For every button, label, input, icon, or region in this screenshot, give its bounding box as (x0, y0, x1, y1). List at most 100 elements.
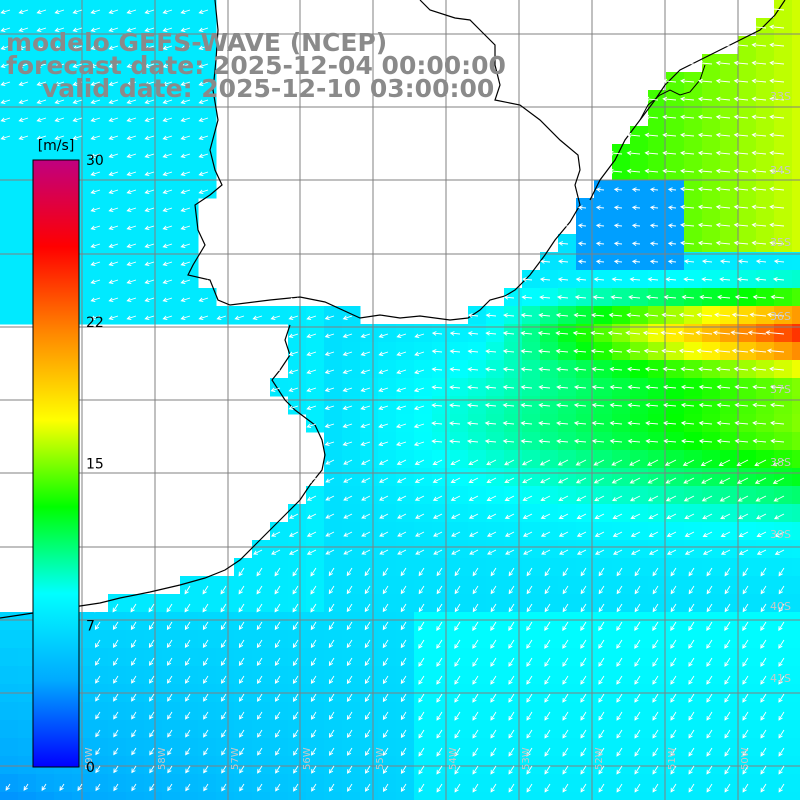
wind-arrow (126, 117, 137, 123)
wind-cell (522, 378, 541, 397)
wind-cell (666, 666, 685, 685)
wind-cell (648, 522, 667, 541)
wind-cell (0, 666, 19, 685)
wind-arrow (162, 315, 173, 321)
wind-cell (162, 738, 181, 757)
wind-cell (90, 270, 109, 289)
wind-arrow (454, 639, 461, 649)
wind-cell (414, 792, 433, 800)
wind-arrow (598, 765, 605, 775)
wind-cell (216, 612, 235, 631)
wind-arrow (239, 729, 245, 738)
wind-cell (144, 198, 163, 217)
wind-arrow (754, 459, 767, 467)
wind-cell (540, 360, 559, 379)
wind-cell (630, 288, 649, 307)
wind-arrow (593, 459, 605, 466)
wind-cell (648, 540, 667, 559)
wind-cell (288, 720, 307, 739)
wind-arrow (625, 330, 641, 336)
wind-cell (702, 540, 721, 559)
wind-arrow (630, 513, 641, 520)
wind-arrow (148, 657, 155, 666)
wind-arrow (413, 405, 425, 411)
wind-arrow (716, 384, 731, 390)
wind-arrow (184, 675, 191, 684)
wind-cell (0, 108, 19, 127)
wind-arrow (431, 367, 443, 372)
wind-arrow (167, 657, 173, 666)
wind-arrow (324, 423, 335, 428)
wind-cell (324, 792, 343, 800)
wind-arrow (756, 513, 767, 520)
wind-cell (756, 396, 775, 415)
wind-arrow (714, 312, 731, 318)
wind-cell (720, 108, 739, 127)
wind-arrow (346, 711, 353, 720)
wind-arrow (310, 675, 317, 684)
wind-cell (684, 648, 703, 667)
wind-arrow (508, 639, 515, 649)
wind-cell (126, 720, 145, 739)
wind-arrow (113, 765, 119, 774)
wind-arrow (645, 294, 659, 300)
wind-arrow (310, 657, 317, 667)
wind-arrow (688, 639, 695, 649)
longitude-label: 58W (157, 747, 168, 770)
wind-cell (792, 558, 800, 577)
longitude-label: 57W (230, 747, 241, 770)
wind-arrow (126, 243, 137, 249)
wind-arrow (90, 117, 101, 123)
wind-cell (684, 558, 703, 577)
wind-arrow (364, 603, 371, 613)
wind-arrow (400, 783, 407, 792)
wind-arrow (724, 765, 731, 775)
wind-arrow (220, 621, 227, 631)
wind-cell (324, 594, 343, 613)
wind-cell (738, 144, 757, 163)
wind-cell (720, 90, 739, 109)
wind-arrow (41, 783, 47, 791)
wind-cell (54, 0, 73, 19)
wind-cell (18, 162, 37, 181)
wind-cell (450, 342, 469, 361)
wind-cell (738, 306, 757, 325)
wind-cell (594, 612, 613, 631)
wind-cell (738, 648, 757, 667)
wind-cell (594, 450, 613, 469)
wind-cell (774, 792, 793, 800)
wind-arrow (558, 241, 569, 246)
wind-cell (360, 558, 379, 577)
wind-cell (144, 738, 163, 757)
wind-cell (450, 738, 469, 757)
wind-cell (306, 738, 325, 757)
wind-cell (558, 612, 577, 631)
wind-cell (576, 576, 595, 595)
wind-cell (666, 522, 685, 541)
wind-cell (306, 666, 325, 685)
wind-arrow (292, 711, 299, 720)
wind-cell (522, 792, 541, 800)
wind-arrow (270, 315, 281, 321)
wind-arrow (544, 765, 551, 775)
wind-cell (738, 774, 757, 793)
wind-cell (792, 774, 800, 793)
wind-cell (36, 792, 55, 800)
wind-arrow (364, 783, 371, 792)
wind-cell (216, 702, 235, 721)
wind-arrow (472, 693, 479, 703)
wind-cell (0, 234, 19, 253)
wind-arrow (526, 675, 533, 685)
wind-cell (630, 180, 649, 199)
wind-arrow (665, 477, 677, 484)
wind-cell (612, 738, 631, 757)
wind-arrow (649, 223, 659, 228)
wind-cell (540, 576, 559, 595)
wind-arrow (306, 387, 317, 393)
wind-arrow (180, 279, 191, 285)
wind-cell (486, 558, 505, 577)
wind-arrow (724, 567, 731, 577)
wind-arrow (737, 259, 749, 264)
wind-arrow (418, 711, 425, 721)
wind-arrow (701, 495, 713, 502)
